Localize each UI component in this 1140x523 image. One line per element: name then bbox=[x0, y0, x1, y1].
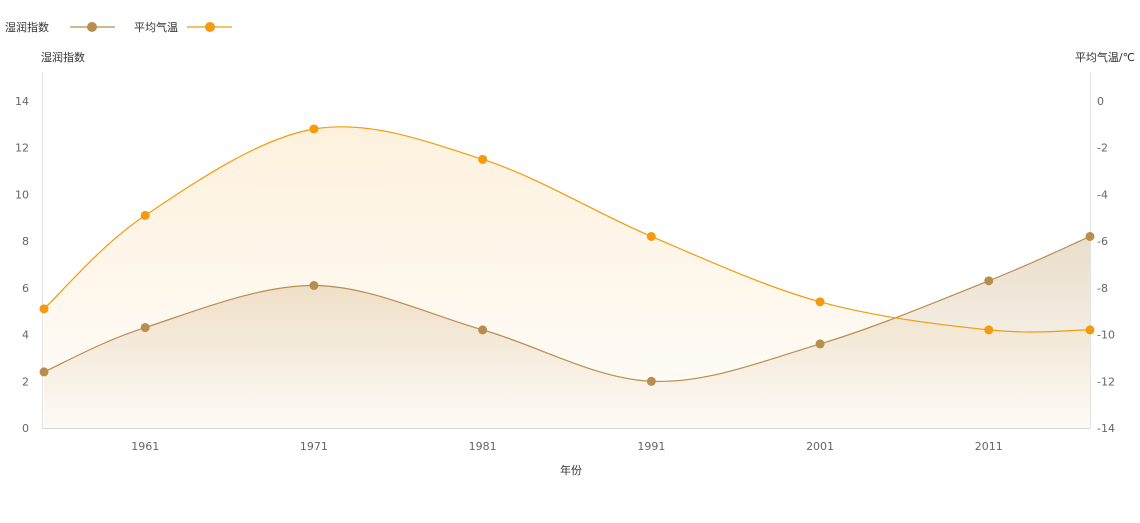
y-right-tick-label: -10 bbox=[1097, 329, 1115, 342]
point-mean-temperature-1981[interactable] bbox=[478, 154, 488, 164]
point-mean-temperature-1961[interactable] bbox=[140, 210, 150, 220]
series-points bbox=[39, 124, 1095, 386]
y-left-tick-label: 14 bbox=[15, 95, 29, 108]
point-mean-temperature-1971[interactable] bbox=[309, 124, 319, 134]
legend-label-humidity-index: 湿润指数 bbox=[5, 20, 49, 34]
point-mean-temperature-2011[interactable] bbox=[984, 325, 994, 335]
legend-marker-humidity-index bbox=[87, 22, 97, 32]
x-axis-title: 年份 bbox=[560, 463, 582, 477]
point-humidity-index-2011[interactable] bbox=[984, 276, 994, 286]
line-humidity-index bbox=[43, 235, 1091, 383]
legend-item-mean-temperature[interactable]: 平均气温 bbox=[134, 20, 232, 34]
y-left-tick-label: 0 bbox=[22, 422, 29, 435]
y-left-tick-label: 4 bbox=[22, 329, 29, 342]
x-tick-label: 1991 bbox=[637, 440, 665, 453]
point-mean-temperature-1955[interactable] bbox=[39, 304, 49, 314]
x-tick-label: 1981 bbox=[469, 440, 497, 453]
x-tick-label: 1961 bbox=[131, 440, 159, 453]
y-right-tick-label: -12 bbox=[1097, 375, 1115, 388]
y-left-tick-label: 8 bbox=[22, 235, 29, 248]
y-right-axis-title: 平均气温/℃ bbox=[1075, 50, 1135, 64]
y-right-tick-label: 0 bbox=[1097, 95, 1104, 108]
point-mean-temperature-2001[interactable] bbox=[815, 297, 825, 307]
y-right-tick-label: -4 bbox=[1097, 188, 1108, 201]
series-areas bbox=[44, 126, 1090, 429]
point-mean-temperature-1991[interactable] bbox=[646, 231, 656, 241]
x-tick-label: 1971 bbox=[300, 440, 328, 453]
tick-labels: 0 2 4 6 8 10 12 14 0 -2 -4 -6 -8 -10 -12 -14 1961 1971 198… bbox=[15, 95, 1115, 453]
legend: 湿润指数 平均气温 bbox=[5, 20, 232, 34]
area-mean-temperature bbox=[44, 126, 1090, 429]
y-right-tick-label: -8 bbox=[1097, 282, 1108, 295]
legend-label-mean-temperature: 平均气温 bbox=[134, 20, 178, 34]
point-humidity-index-1991[interactable] bbox=[646, 376, 656, 386]
point-mean-temperature-2017[interactable] bbox=[1085, 325, 1095, 335]
y-left-tick-label: 12 bbox=[15, 142, 29, 155]
point-humidity-index-2001[interactable] bbox=[815, 339, 825, 349]
x-tick-label: 2011 bbox=[975, 440, 1003, 453]
x-tick-label: 2001 bbox=[806, 440, 834, 453]
y-right-tick-label: -6 bbox=[1097, 235, 1108, 248]
point-humidity-index-2017[interactable] bbox=[1085, 231, 1095, 241]
legend-item-humidity-index[interactable]: 湿润指数 bbox=[5, 20, 115, 34]
y-right-tick-label: -14 bbox=[1097, 422, 1115, 435]
point-humidity-index-1971[interactable] bbox=[309, 281, 319, 291]
legend-marker-mean-temperature bbox=[205, 22, 215, 32]
y-left-tick-label: 6 bbox=[22, 282, 29, 295]
line-mean-temperature bbox=[43, 126, 1091, 333]
point-humidity-index-1955[interactable] bbox=[39, 367, 49, 377]
y-left-tick-label: 2 bbox=[22, 375, 29, 388]
y-left-tick-label: 10 bbox=[15, 188, 29, 201]
y-left-axis-title: 湿润指数 bbox=[41, 50, 85, 64]
y-right-tick-label: -2 bbox=[1097, 142, 1108, 155]
point-humidity-index-1981[interactable] bbox=[478, 325, 488, 335]
point-humidity-index-1961[interactable] bbox=[140, 323, 150, 333]
series-lines bbox=[43, 126, 1091, 383]
